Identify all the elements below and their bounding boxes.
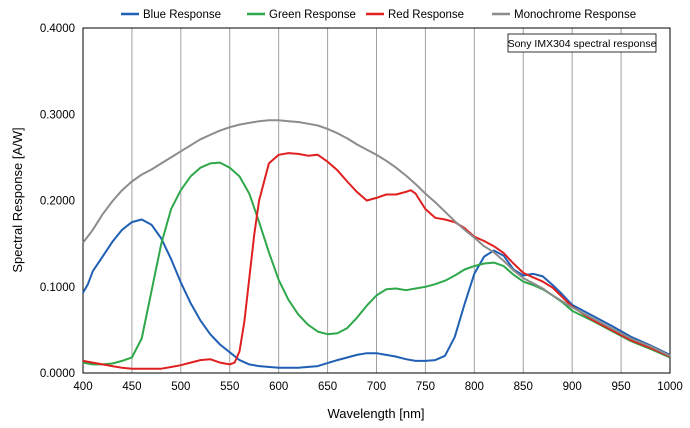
legend-label: Blue Response	[143, 9, 221, 21]
x-axis-tick-labels: 400 450 500 550 600 650 700 750 800 850 900 950 1000	[73, 381, 682, 393]
annotation-text: Sony IMX304 spectral response	[508, 38, 657, 50]
x-tick-label: 400	[73, 381, 92, 393]
x-tick-label: 1000	[657, 381, 683, 393]
x-tick-label: 450	[122, 381, 141, 393]
y-axis-label: Spectral Response [A/W]	[10, 127, 25, 272]
legend-label: Green Response	[269, 9, 356, 21]
y-tick-label: 0.2000	[40, 196, 75, 208]
x-tick-label: 800	[465, 381, 484, 393]
x-tick-label: 700	[367, 381, 386, 393]
legend-label: Red Response	[388, 9, 464, 21]
annotation-box: Sony IMX304 spectral response	[508, 33, 657, 53]
series-line-red-response	[82, 152, 671, 370]
plot-area-frame	[82, 27, 671, 374]
y-tick-label: 0.4000	[40, 23, 75, 35]
series-layer	[82, 119, 671, 370]
x-tick-label: 650	[318, 381, 337, 393]
x-tick-label: 950	[611, 381, 630, 393]
legend: Blue Response Green Response Red Response M…	[121, 9, 636, 21]
x-tick-label: 850	[514, 381, 533, 393]
series-line-monochrome-response	[82, 119, 671, 357]
x-tick-label: 550	[220, 381, 239, 393]
series-line-blue-response	[82, 218, 671, 369]
x-axis-label: Wavelength [nm]	[327, 406, 424, 421]
y-tick-label: 0.1000	[40, 282, 75, 294]
series-line-green-response	[82, 161, 671, 366]
y-tick-label: 0.3000	[40, 109, 75, 121]
y-tick-label: 0.0000	[40, 368, 75, 380]
x-tick-label: 600	[269, 381, 288, 393]
legend-label: Monochrome Response	[514, 9, 636, 21]
x-tick-label: 750	[416, 381, 435, 393]
x-tick-label: 500	[171, 381, 190, 393]
x-tick-label: 900	[563, 381, 582, 393]
y-axis-tick-labels: 0.0000 0.1000 0.2000 0.3000 0.4000	[40, 23, 75, 380]
grid-lines	[131, 28, 622, 373]
